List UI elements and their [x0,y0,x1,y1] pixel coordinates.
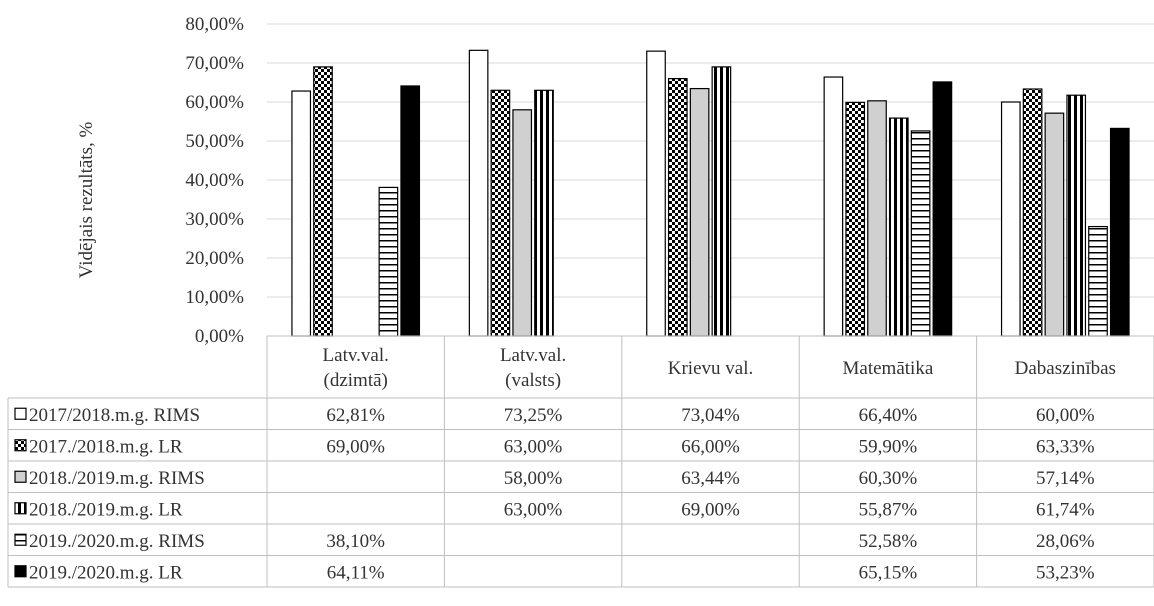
legend-label: 2019./2020.m.g. RIMS [29,531,205,552]
y-tick-label: 50,00% [185,131,244,152]
bar [1002,102,1021,336]
category-label: Krievu val. [668,358,753,379]
y-axis: 0,00% 10,00% 20,00% 30,00% 40,00% 50,00% 60,00… [185,14,244,347]
category-label: (dzimtā) [324,370,388,391]
data-label: 60,00% [1036,405,1095,426]
legend-key [15,471,26,482]
category-label: Dabaszinības [1015,358,1116,379]
data-label: 57,14% [1036,468,1095,489]
data-label: 52,58% [859,531,918,552]
bar [712,67,731,336]
data-table: Latv.val. (dzimtā) Latv.val. (valsts) Krievu… [8,336,1154,587]
data-label: 63,44% [681,468,740,489]
data-label: 73,04% [681,405,740,426]
legend-label: 2017./2018.m.g. LR [29,436,183,457]
bar [379,187,398,336]
legend-label: 2017/2018.m.g. RIMS [29,405,200,426]
data-label: 66,00% [681,436,740,457]
legend-key [15,566,26,577]
bar [1023,89,1042,336]
bar [846,102,865,336]
data-label: 59,90% [859,436,918,457]
bar [647,51,666,336]
data-label: 53,23% [1036,562,1095,583]
category-label: Matemātika [843,358,934,379]
y-tick-label: 0,00% [195,326,244,347]
bar [491,90,510,336]
legend-key [15,503,26,514]
category-label: Latv.val. [323,345,389,366]
gridlines [267,24,1154,297]
data-label: 69,00% [681,499,740,520]
y-tick-label: 40,00% [185,170,244,191]
bars [292,50,1129,336]
bar [314,67,333,336]
legend-label: 2018./2019.m.g. LR [29,499,183,520]
y-tick-label: 70,00% [185,53,244,74]
legend-key [15,408,26,419]
bar [513,110,532,336]
legend-key [15,534,26,545]
legend-key [15,440,26,451]
data-label: 38,10% [326,531,385,552]
category-label: (valsts) [505,370,561,391]
bar [868,101,887,336]
data-label: 69,00% [326,436,385,457]
bar [690,89,709,336]
bar [1045,113,1064,336]
data-label: 73,25% [504,405,563,426]
data-label: 58,00% [504,468,563,489]
bar [1089,227,1108,336]
bar [469,50,488,336]
bar [535,90,554,336]
bar [669,79,688,336]
data-label: 55,87% [859,499,918,520]
data-label: 28,06% [1036,531,1095,552]
bar [292,91,311,336]
y-tick-label: 60,00% [185,92,244,113]
bar [933,82,952,336]
data-label: 65,15% [859,562,918,583]
legend-label: 2019./2020.m.g. LR [29,562,183,583]
data-label: 63,33% [1036,436,1095,457]
bar [1111,128,1130,336]
bar [911,131,930,336]
data-label: 64,11% [327,562,385,583]
data-label: 62,81% [326,405,385,426]
y-tick-label: 80,00% [185,14,244,35]
bar [1067,95,1086,336]
bar [401,86,420,336]
category-label: Latv.val. [500,345,566,366]
y-axis-title: Vidējais rezultāts, % [76,122,97,279]
data-label: 61,74% [1036,499,1095,520]
y-tick-label: 10,00% [185,287,244,308]
data-label: 60,30% [859,468,918,489]
y-tick-label: 20,00% [185,248,244,269]
data-label: 63,00% [504,499,563,520]
y-tick-label: 30,00% [185,209,244,230]
data-label: 63,00% [504,436,563,457]
bar [890,118,909,336]
data-label: 66,40% [859,405,918,426]
legend-label: 2018./2019.m.g. RIMS [29,468,205,489]
bar [824,77,843,336]
